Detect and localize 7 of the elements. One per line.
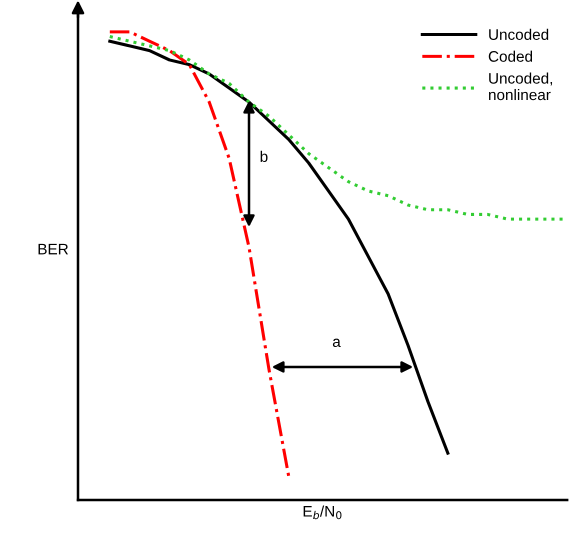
annotation: a	[332, 338, 341, 348]
legend-label: Uncoded	[489, 28, 548, 40]
annotation: b	[260, 150, 268, 162]
x-axis-title: E$_{b}$/N$_{0}$	[304, 505, 342, 520]
legend-label: Uncoded, nonlinear	[489, 72, 552, 100]
y-axis-title: BER	[38, 244, 68, 254]
legend-label: Coded	[488, 50, 532, 62]
